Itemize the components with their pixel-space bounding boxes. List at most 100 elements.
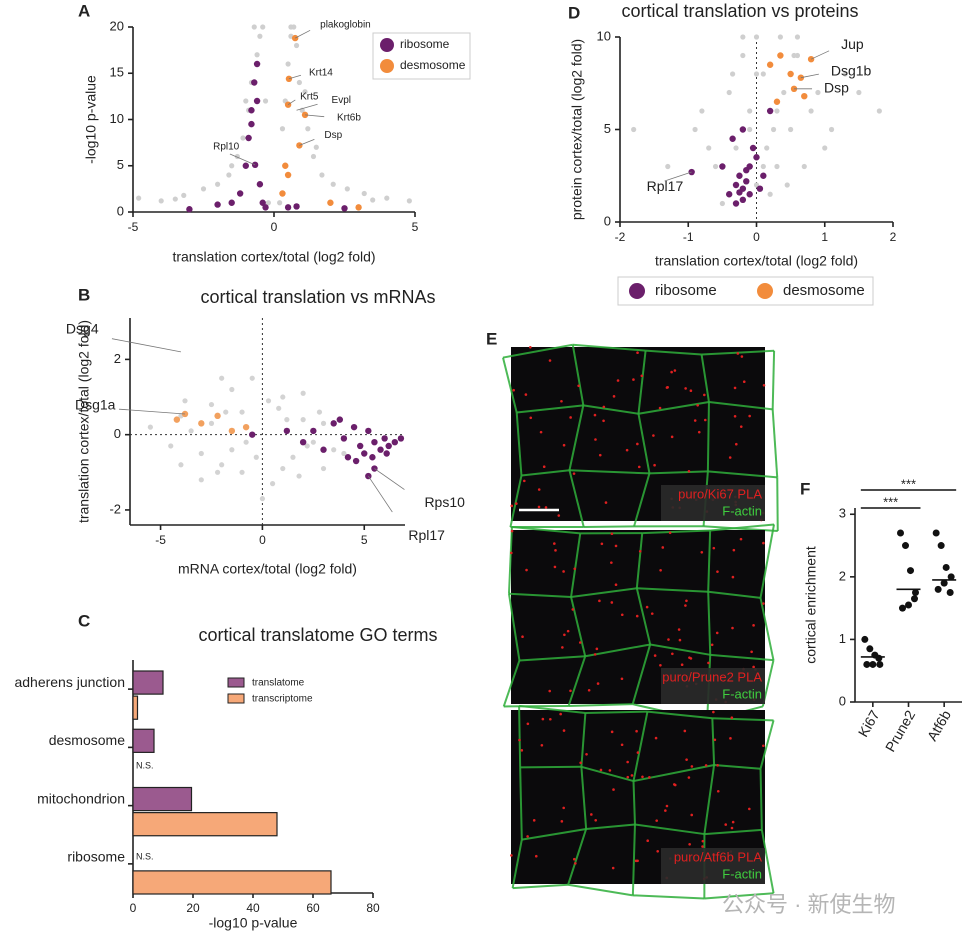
pla-dot xyxy=(703,393,706,397)
pla-dot xyxy=(652,434,655,437)
point xyxy=(712,163,719,170)
cell-edge xyxy=(572,343,646,352)
point xyxy=(747,126,753,133)
x-tick-label: -2 xyxy=(615,230,626,244)
point xyxy=(302,89,308,95)
point xyxy=(284,101,292,108)
label-bg xyxy=(661,668,765,704)
pla-dot xyxy=(562,806,565,810)
annotation-leader xyxy=(287,99,296,106)
point xyxy=(254,52,260,58)
point xyxy=(147,424,153,430)
cell-edge xyxy=(704,828,762,836)
pla-dot xyxy=(549,717,552,721)
point xyxy=(719,200,725,207)
cell-edge xyxy=(638,400,710,415)
cell-edge xyxy=(568,469,585,528)
cell-edge xyxy=(585,710,648,715)
point xyxy=(876,108,882,114)
point xyxy=(320,446,327,453)
cell-edge xyxy=(583,525,635,528)
panel-letter: D xyxy=(568,3,580,22)
point xyxy=(856,89,862,96)
point xyxy=(739,126,747,133)
pla-dot xyxy=(544,506,548,509)
pla-dot xyxy=(684,387,687,390)
point xyxy=(300,417,306,423)
pla-dot xyxy=(650,612,654,615)
point xyxy=(330,420,337,427)
pla-dot xyxy=(571,608,575,611)
x-tick-label: -5 xyxy=(128,220,139,234)
cell-edge xyxy=(502,660,521,707)
annotation: Rpl17 xyxy=(408,527,445,543)
pla-dot xyxy=(724,823,728,826)
annotation: Rpl10 xyxy=(213,141,240,152)
y-tick-label: 10 xyxy=(597,28,611,43)
cell-edge xyxy=(708,400,773,411)
point xyxy=(285,61,291,67)
cell-edge xyxy=(633,764,715,783)
pla-dot xyxy=(612,788,615,791)
point xyxy=(340,435,348,442)
pla-dot xyxy=(646,839,650,842)
point xyxy=(214,201,221,208)
significance-label: *** xyxy=(883,494,898,509)
x-axis-label: translation cortex/total (log2 fold) xyxy=(172,249,375,265)
cell-edge xyxy=(507,526,513,594)
pla-dot xyxy=(610,561,613,564)
point xyxy=(242,423,250,431)
point xyxy=(385,442,392,450)
point xyxy=(777,52,784,59)
image-label: puro/Prune2 PLA xyxy=(662,669,762,684)
pla-dot xyxy=(540,744,544,747)
x-tick-label: 80 xyxy=(366,901,380,915)
cell-edge xyxy=(642,529,711,535)
point xyxy=(361,190,367,197)
point xyxy=(279,126,286,132)
pla-dot xyxy=(658,406,662,410)
pla-dot xyxy=(678,638,682,642)
point xyxy=(330,181,336,187)
point xyxy=(249,375,255,381)
pla-dot xyxy=(602,419,605,423)
chart-title: cortical translation vs proteins xyxy=(621,1,858,21)
cell-edge xyxy=(502,357,518,413)
pla-dot xyxy=(585,752,588,756)
pla-dot xyxy=(572,857,576,861)
watermark: 公众号 · 新使生物 xyxy=(722,892,896,917)
point xyxy=(198,477,204,483)
point xyxy=(290,454,296,460)
pla-dot xyxy=(541,717,545,721)
point xyxy=(200,186,207,192)
point xyxy=(767,191,773,197)
pla-dot xyxy=(712,710,715,714)
point xyxy=(822,145,828,151)
point xyxy=(355,204,362,211)
point xyxy=(310,427,317,435)
cell-edge xyxy=(759,720,775,769)
pla-dot xyxy=(729,737,732,740)
cell-edge xyxy=(637,413,651,474)
point xyxy=(215,181,221,187)
pla-dot xyxy=(672,783,676,786)
cell-edge xyxy=(512,883,569,890)
point xyxy=(277,200,283,206)
cell-edge xyxy=(508,592,572,599)
panel-letter: E xyxy=(486,329,497,348)
cell-edge xyxy=(632,711,649,782)
point xyxy=(320,420,327,426)
cell-edge xyxy=(511,525,581,535)
point xyxy=(219,375,225,381)
pla-dot xyxy=(595,647,599,651)
point xyxy=(875,654,883,662)
point xyxy=(336,416,344,423)
point xyxy=(284,417,290,423)
point xyxy=(256,181,264,188)
x-axis-label: translation cortex/total (log2 fold) xyxy=(655,253,858,269)
point xyxy=(182,398,188,404)
cell-edge xyxy=(710,523,775,532)
cell-edge xyxy=(519,655,586,662)
significance-label: *** xyxy=(901,476,916,491)
